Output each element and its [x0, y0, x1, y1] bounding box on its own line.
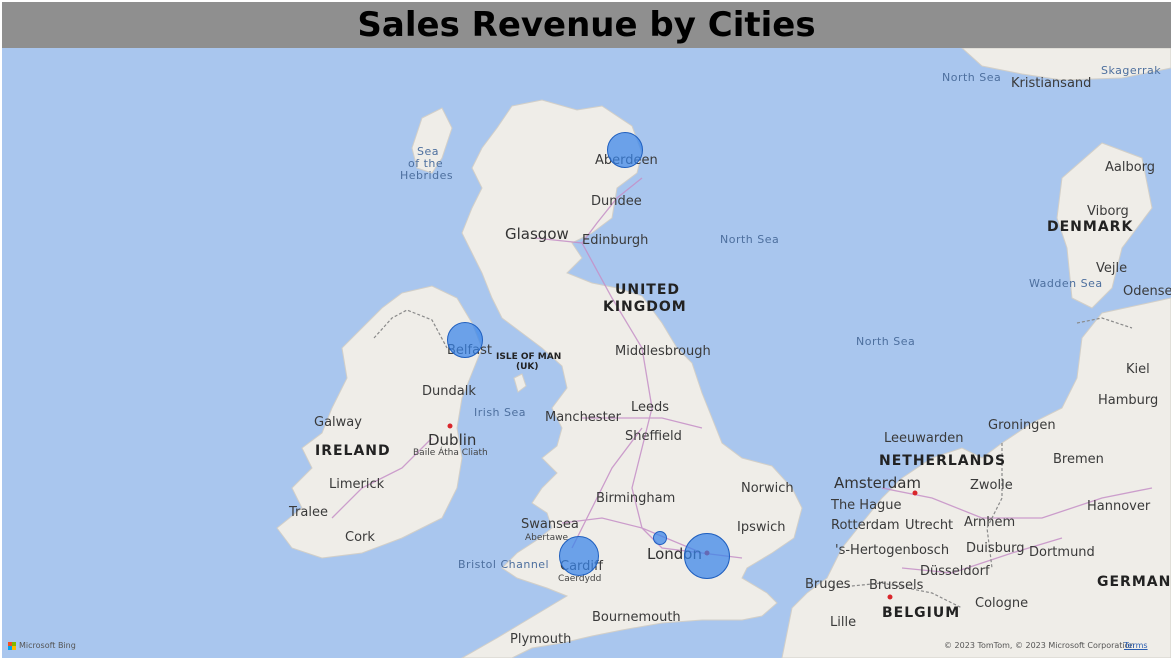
city-label-dusseldorf: Düsseldorf	[920, 564, 990, 579]
city-label-hamburg: Hamburg	[1098, 393, 1159, 408]
revenue-bubble-cardiff[interactable]	[559, 536, 599, 576]
city-label-plymouth: Plymouth	[510, 632, 572, 647]
sea-label-hebrides-2: of the	[408, 157, 444, 170]
land-denmark	[1056, 142, 1153, 309]
city-label-duisburg: Duisburg	[966, 541, 1025, 556]
city-label-bournemouth: Bournemouth	[592, 610, 681, 625]
border-dk-de	[1076, 317, 1133, 329]
city-label-amsterdam: Amsterdam	[834, 474, 922, 492]
country-label-germany: GERMAN	[1097, 574, 1171, 590]
city-label-cork: Cork	[345, 530, 375, 545]
sea-label-hebrides-1: Sea	[417, 145, 439, 158]
revenue-bubble-small[interactable]	[653, 531, 667, 545]
country-label-united: UNITED	[615, 282, 681, 298]
city-label-dundee: Dundee	[591, 194, 642, 209]
city-label-dublin: Dublin	[428, 431, 477, 449]
region-label-isle-of-man: ISLE OF MAN	[496, 352, 562, 362]
city-label-swansea: Swansea	[521, 517, 579, 532]
city-label-lille: Lille	[830, 615, 857, 630]
land-isle-of-man	[513, 373, 527, 393]
map-base	[276, 48, 1171, 658]
city-label-utrecht: Utrecht	[905, 518, 954, 533]
city-label-leeds: Leeds	[631, 400, 670, 415]
country-label-belgium: BELGIUM	[882, 605, 961, 621]
city-label-groningen: Groningen	[988, 418, 1056, 433]
border-be-nl	[831, 582, 963, 609]
revenue-bubble-aberdeen[interactable]	[607, 132, 643, 168]
country-label-denmark: DENMARK	[1047, 219, 1134, 235]
bing-label: Microsoft Bing	[19, 641, 76, 650]
city-label-galway: Galway	[314, 415, 362, 430]
city-label-hannover: Hannover	[1087, 499, 1151, 514]
land-great-britain	[460, 99, 803, 658]
city-label-glasgow: Glasgow	[505, 225, 569, 243]
city-label-s-hertogenbosch: 's-Hertogenbosch	[835, 543, 950, 558]
terms-link[interactable]: Terms	[1124, 641, 1148, 650]
city-label-abertawe: Abertawe	[525, 533, 569, 543]
city-label-vejle: Vejle	[1096, 261, 1128, 276]
title-bar: Sales Revenue by Cities	[2, 2, 1171, 48]
sea-label-north-sea-1: North Sea	[942, 71, 1002, 84]
sea-label-irish-sea: Irish Sea	[474, 406, 527, 419]
border-ni	[373, 309, 448, 349]
page-title: Sales Revenue by Cities	[357, 5, 816, 45]
city-label-brussels: Brussels	[869, 578, 924, 593]
city-label-dublin-irish: Baile Átha Cliath	[413, 448, 488, 458]
city-label-kiel: Kiel	[1126, 362, 1150, 377]
city-label-aalborg: Aalborg	[1105, 160, 1156, 175]
city-label-edinburgh: Edinburgh	[582, 233, 649, 248]
city-label-manchester: Manchester	[545, 410, 622, 425]
city-label-arnhem: Arnhem	[964, 515, 1016, 530]
region-label-uk: (UK)	[516, 362, 539, 372]
sea-label-bristol-channel: Bristol Channel	[458, 558, 550, 571]
city-label-middlesbrough: Middlesbrough	[615, 344, 711, 359]
city-label-leeuwarden: Leeuwarden	[884, 431, 964, 446]
microsoft-logo-icon	[8, 641, 16, 650]
city-label-viborg: Viborg	[1087, 204, 1129, 219]
revenue-bubble-belfast[interactable]	[447, 322, 483, 358]
country-label-kingdom: KINGDOM	[603, 299, 687, 315]
land-continent	[781, 297, 1171, 658]
country-label-netherlands: NETHERLANDS	[879, 453, 1007, 469]
country-label-ireland: IRELAND	[315, 443, 391, 459]
city-label-dundalk: Dundalk	[422, 384, 476, 399]
city-label-odense: Odense	[1123, 284, 1171, 299]
city-label-birmingham: Birmingham	[596, 491, 676, 506]
bing-logo: Microsoft Bing	[8, 641, 76, 650]
land-hebrides	[411, 107, 453, 174]
sea-label-north-sea-2: North Sea	[720, 233, 780, 246]
border-nl-de	[986, 443, 1003, 569]
land-ireland	[276, 285, 483, 559]
sea-label-wadden-sea: Wadden Sea	[1029, 277, 1103, 290]
city-label-caerdydd: Caerdydd	[558, 574, 602, 584]
city-label-bremen: Bremen	[1053, 452, 1104, 467]
city-label-kristiansand: Kristiansand	[1011, 76, 1092, 91]
city-label-rotterdam: Rotterdam	[831, 518, 900, 533]
city-label-limerick: Limerick	[329, 477, 385, 492]
sea-label-hebrides-3: Hebrides	[400, 169, 454, 182]
revenue-bubble-london[interactable]	[684, 533, 730, 579]
city-label-dortmund: Dortmund	[1029, 545, 1095, 560]
city-label-sheffield: Sheffield	[625, 429, 682, 444]
city-label-cologne: Cologne	[975, 596, 1029, 611]
city-label-the-hague: The Hague	[831, 498, 902, 513]
land-norway	[961, 48, 1171, 81]
city-label-bruges: Bruges	[805, 577, 851, 592]
city-label-zwolle: Zwolle	[970, 478, 1013, 493]
map-copyright: © 2023 TomTom, © 2023 Microsoft Corporat…	[944, 641, 1135, 650]
city-label-norwich: Norwich	[741, 481, 794, 496]
sea-label-north-sea-3: North Sea	[856, 335, 916, 348]
sea-label-skagerrak: Skagerrak	[1101, 64, 1162, 77]
map[interactable]: Aberdeen Dundee Glasgow Edinburgh Belfas…	[2, 48, 1171, 658]
city-label-ipswich: Ipswich	[737, 520, 786, 535]
city-label-tralee: Tralee	[289, 505, 328, 520]
